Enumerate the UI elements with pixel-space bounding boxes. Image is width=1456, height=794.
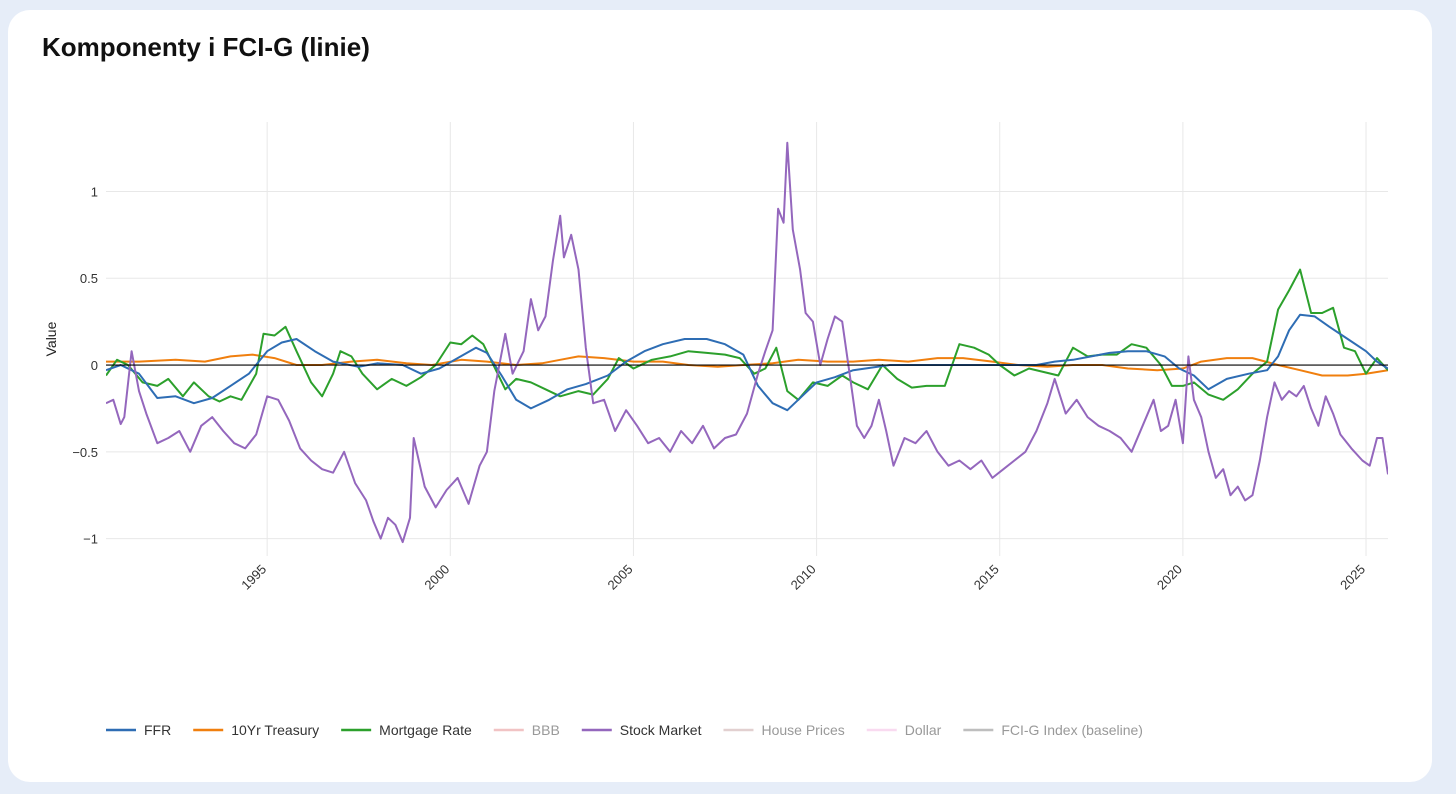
x-tick-label: 2025 <box>1337 562 1368 593</box>
x-tick-label: 2020 <box>1154 562 1185 593</box>
legend-item-mortgage-rate[interactable]: Mortgage Rate <box>379 722 472 738</box>
x-tick-label: 2005 <box>605 562 636 593</box>
legend-item-fci-g-index-baseline[interactable]: FCI-G Index (baseline) <box>1001 722 1143 738</box>
chart-title: Komponenty i FCI-G (linie) <box>42 32 370 62</box>
y-tick-label: 1 <box>91 184 98 199</box>
y-tick-label: −1 <box>83 532 98 547</box>
x-tick-label: 1995 <box>238 562 269 593</box>
legend-item-house-prices[interactable]: House Prices <box>761 722 844 738</box>
series-line-10yr-treasury[interactable] <box>106 353 1388 377</box>
chart-card: Komponenty i FCI-G (linie) −1 −0.5 0 0.5 1 19… <box>8 10 1432 782</box>
series-line-mortgage-rate[interactable] <box>106 268 1388 403</box>
legend-item-10yr-treasury[interactable]: 10Yr Treasury <box>231 722 319 738</box>
line-chart[interactable]: −1 −0.5 0 0.5 1 1995 2000 2005 2010 2015 2020 2025 V… <box>8 10 1432 782</box>
y-tick-label: 0 <box>91 358 98 373</box>
y-axis-label: Value <box>43 321 59 356</box>
y-tick-label: −0.5 <box>72 445 98 460</box>
x-tick-label: 2000 <box>421 562 452 593</box>
x-tick-label: 2010 <box>788 562 819 593</box>
y-tick-label: 0.5 <box>80 271 98 286</box>
series-line-ffr[interactable] <box>106 313 1388 412</box>
series-line-stock-market[interactable] <box>106 141 1388 544</box>
legend-item-dollar[interactable]: Dollar <box>905 722 942 738</box>
legend-item-stock-market[interactable]: Stock Market <box>620 722 702 738</box>
legend-item-bbb[interactable]: BBB <box>532 722 560 738</box>
legend-item-ffr[interactable]: FFR <box>144 722 171 738</box>
x-tick-label: 2015 <box>971 562 1002 593</box>
